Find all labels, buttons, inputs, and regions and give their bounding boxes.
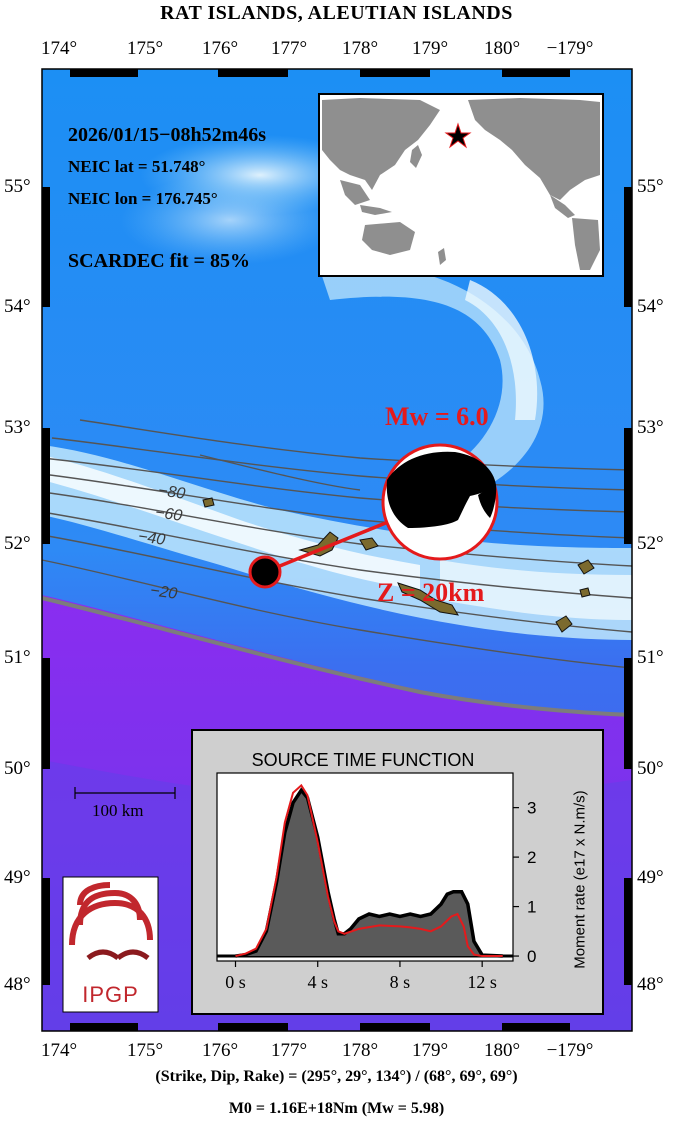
stf-area [235,790,503,957]
lon-label: 178° [341,38,379,59]
stf-ytick-label: 1 [527,898,536,917]
lon-label: 177° [270,1040,308,1061]
stf-xtick-label: 8 s [390,972,411,992]
stf-title: SOURCE TIME FUNCTION [251,750,475,770]
stf-xtick-label: 12 s [467,972,497,992]
lon-label: 175° [126,38,164,59]
ipgp-logo [62,876,159,1013]
lat-label: 48° [637,974,664,995]
lon-label: 180° [483,38,521,59]
lat-label: 55° [637,176,664,197]
contour-label: −20 [149,582,179,603]
lon-label: 174° [40,1040,78,1061]
seismic-moment: M0 = 1.16E+18Nm (Mw = 5.98) [228,1100,445,1117]
lon-label: −179° [546,38,594,59]
lon-label: 175° [126,1040,164,1061]
contour-label: −40 [137,528,167,549]
inset-world-map [318,93,604,277]
lat-label: 51° [637,647,664,668]
event-datetime: 2026/01/15−08h52m46s [68,124,267,146]
lat-label: 54° [4,296,31,317]
epicenter-marker [248,555,282,589]
lat-label: 52° [637,533,664,554]
magnitude-label: Mw = 6.0 [385,402,489,431]
lon-label: 174° [40,38,78,59]
lon-label: −179° [546,1040,594,1061]
lat-label: 53° [4,417,31,438]
scardec-fit: SCARDEC fit = 85% [68,250,250,272]
lat-label: 48° [4,974,31,995]
slab-contours [41,419,633,669]
lat-label: 52° [4,533,31,554]
lat-label: 54° [637,296,664,317]
lat-label: 53° [637,417,664,438]
islands [202,497,595,633]
event-latitude: NEIC lat = 51.748° [68,157,206,176]
event-star-icon [444,122,472,149]
stf-ytick-label: 3 [527,799,536,818]
stf-line-red [235,783,503,958]
plate-boundary [41,596,633,717]
stf-chart: 0 s 4 s 8 s 12 s 0 1 2 3 [216,772,536,992]
stf-xtick-label: 4 s [307,972,328,992]
event-longitude: NEIC lon = 176.745° [68,189,218,208]
lon-label: 178° [341,1040,379,1061]
lat-label: 51° [4,647,31,668]
lat-label: 50° [4,758,31,779]
stf-panel: SOURCE TIME FUNCTION 0 s 4 s 8 s 12 s 0 1 2 3 M… [191,729,604,1015]
lon-label: 176° [201,1040,239,1061]
map-title: RAT ISLANDS, ALEUTIAN ISLANDS [160,2,513,24]
lat-label: 49° [637,867,664,888]
stf-outline [235,787,503,958]
epicenter-link [264,520,389,574]
lon-label: 176° [201,38,239,59]
lon-label: 180° [483,1040,521,1061]
focal-mechanism-beachball [381,443,499,561]
lat-label: 50° [637,758,664,779]
contour-label: −80 [157,482,187,503]
lat-label: 49° [4,867,31,888]
stf-xtick-label: 0 s [225,972,246,992]
lon-label: 177° [270,38,308,59]
ipgp-logo-text: IPGP [82,982,139,1007]
stf-ylabel: Moment rate (e17 x N.m/s) [571,790,589,969]
depth-label: Z = 20km [377,578,485,607]
lon-label: 179° [411,38,449,59]
scale-bar [74,787,176,799]
frame-ticks [42,69,632,1031]
lat-label: 55° [4,176,31,197]
contour-label: −60 [154,504,184,525]
focal-parameters: (Strike, Dip, Rake) = (295°, 29°, 134°) … [155,1068,518,1085]
lon-label: 179° [411,1040,449,1061]
scale-bar-label: 100 km [92,801,144,820]
stf-ytick-label: 0 [527,947,536,966]
stf-ytick-label: 2 [527,848,536,867]
